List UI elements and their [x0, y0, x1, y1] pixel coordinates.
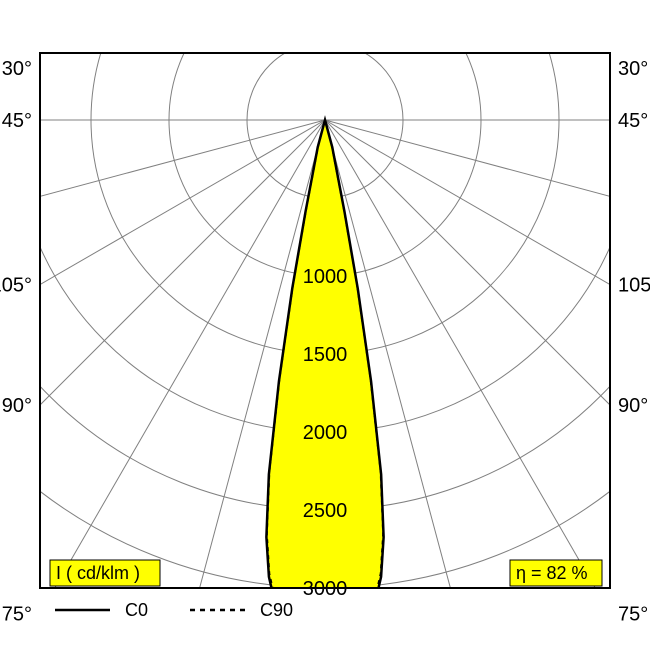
legend-label: C90: [260, 600, 293, 620]
polar-photometry-chart: 10001500200025003000105°105°90°90°75°75°…: [0, 0, 650, 650]
angle-label-left: 105°: [0, 275, 32, 297]
radial-label: 1000: [303, 266, 348, 288]
angle-label-right: 105°: [618, 275, 650, 297]
series-group: [266, 120, 383, 625]
angle-label-right: 75°: [618, 604, 648, 626]
radial-label: 2500: [303, 500, 348, 522]
series-C0: [266, 120, 383, 625]
angle-label-right: 45°: [618, 110, 648, 132]
unit-label: I ( cd/klm ): [56, 563, 140, 583]
eta-label: η = 82 %: [516, 563, 588, 583]
angle-label-left: 75°: [2, 604, 32, 626]
angle-label-left: 90°: [2, 395, 32, 417]
radial-label: 1500: [303, 344, 348, 366]
angle-label-left: 45°: [2, 110, 32, 132]
legend-label: C0: [125, 600, 148, 620]
angle-label-right: 90°: [618, 395, 648, 417]
angle-label-right: 30°: [618, 58, 648, 80]
radial-label: 2000: [303, 422, 348, 444]
angle-label-left: 30°: [2, 58, 32, 80]
